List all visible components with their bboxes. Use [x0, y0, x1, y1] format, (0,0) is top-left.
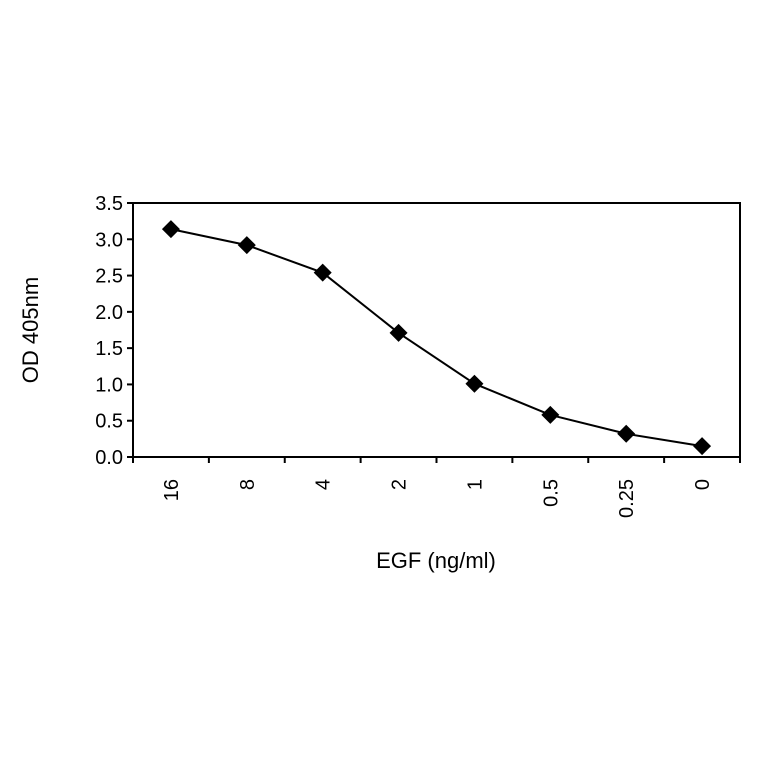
data-point-diamond: [237, 236, 256, 255]
data-point-diamond: [693, 437, 712, 456]
data-point-diamond: [465, 374, 484, 393]
x-tick-label: 16: [161, 479, 183, 501]
x-tick-label: 0.5: [540, 479, 562, 507]
x-tick-label: 0.25: [616, 479, 638, 518]
y-tick-label: 1.0: [95, 374, 123, 396]
data-point-diamond: [161, 220, 180, 239]
x-tick-label: 1: [464, 479, 486, 490]
x-tick-label: 4: [313, 479, 335, 490]
y-axis-ticks: 0.0 0.5 1.0 1.5 2.0 2.5 3.0 3.5: [95, 193, 133, 469]
data-point-diamond: [541, 405, 560, 424]
y-tick-label: 0.0: [95, 447, 123, 469]
x-tick-label: 2: [389, 479, 411, 490]
y-tick-label: 1.5: [95, 338, 123, 360]
x-tick-label: 8: [237, 479, 259, 490]
x-axis-title: EGF (ng/ml): [376, 548, 496, 573]
y-tick-label: 0.5: [95, 411, 123, 433]
x-axis-ticks: 16 8 4 2 1 0.5 0.25 0: [132, 457, 741, 518]
y-tick-label: 2.5: [95, 266, 123, 288]
data-points: [161, 220, 712, 456]
series-line: [170, 228, 703, 448]
y-tick-label: 3.0: [95, 229, 123, 251]
y-tick-label: 2.0: [95, 302, 123, 324]
data-point-diamond: [389, 323, 408, 342]
y-axis-title: OD 405nm: [18, 277, 43, 383]
data-point-diamond: [313, 263, 332, 282]
y-tick-label: 3.5: [95, 193, 123, 215]
data-point-diamond: [617, 424, 636, 443]
x-tick-label: 0: [692, 479, 714, 490]
